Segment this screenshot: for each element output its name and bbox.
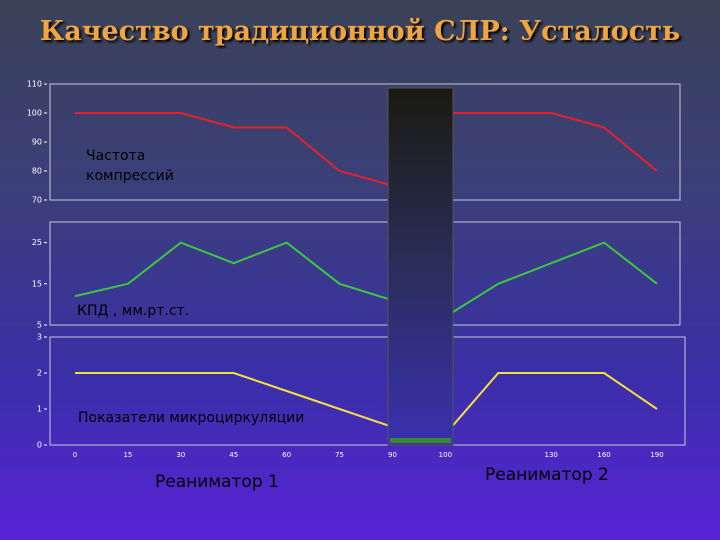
y-tick-label: 2 — [37, 369, 42, 378]
overlay-base — [390, 438, 451, 443]
y-tick-label: 3 — [37, 333, 42, 342]
y-tick-label: 1 — [37, 405, 42, 414]
y-tick-label: 15 — [32, 279, 42, 288]
y-tick-label: 100 — [27, 109, 42, 118]
y-tick-label: 0 — [37, 441, 42, 450]
annotation: Реаниматор 2 — [485, 465, 609, 485]
plot-area — [49, 221, 681, 326]
data-line — [75, 112, 658, 187]
x-tick-label: 190 — [650, 451, 663, 459]
x-tick-label: 45 — [229, 451, 238, 459]
x-tick-label: 60 — [282, 451, 291, 459]
data-line — [74, 241, 658, 318]
x-tick-label: 30 — [176, 451, 185, 459]
annotation: Реаниматор 1 — [155, 472, 279, 492]
y-tick-label: 70 — [32, 196, 42, 205]
overlay-bar — [387, 87, 454, 446]
x-tick-label: 0 — [73, 451, 77, 459]
x-tick-label: 130 — [544, 451, 557, 459]
series-label: Частота компрессий — [86, 148, 174, 184]
x-tick-label: 90 — [388, 451, 397, 459]
plot-area — [49, 336, 686, 446]
x-tick-label: 75 — [335, 451, 344, 459]
y-tick-label: 80 — [32, 167, 42, 176]
x-tick-label: 15 — [123, 451, 132, 459]
y-tick-label: 110 — [27, 80, 42, 89]
x-tick-label: 160 — [597, 451, 610, 459]
data-line — [75, 372, 658, 436]
y-tick-label: 90 — [32, 138, 42, 147]
series-label: КПД , мм.рт.ст. — [77, 303, 190, 319]
series-label: Показатели микроциркуляции — [78, 410, 305, 426]
plot-area — [49, 83, 681, 201]
y-tick-label: 25 — [32, 238, 42, 247]
y-tick-label: 5 — [37, 321, 42, 330]
x-tick-label: 100 — [439, 451, 452, 459]
slide-title: Качество традиционной СЛР: Усталость — [39, 16, 681, 47]
